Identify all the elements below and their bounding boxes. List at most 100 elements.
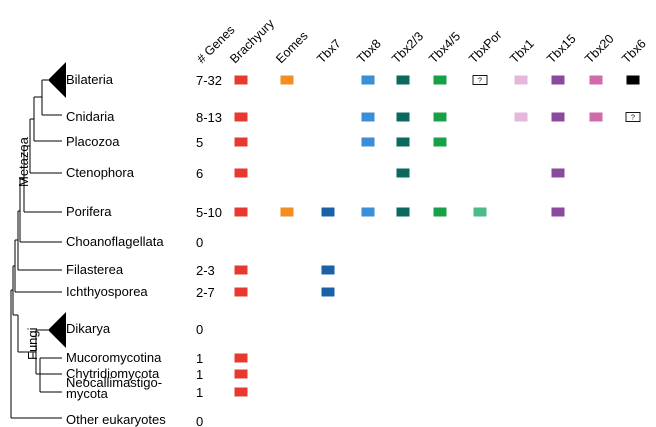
taxon-row: Chytridiomycota 1 xyxy=(66,366,248,382)
taxon-label: Bilateria xyxy=(66,72,114,87)
presence-mark-tbx45 xyxy=(433,75,447,85)
presence-mark-tbx23 xyxy=(396,75,410,85)
taxon-label: Ichthyosporea xyxy=(66,284,148,299)
presence-mark-brachyury xyxy=(234,353,248,363)
taxon-label: Dikarya xyxy=(66,321,111,336)
taxon-row: Ichthyosporea 2-7 xyxy=(66,284,335,300)
taxon-rows: Bilateria 7-32 ? Cnidaria 8-13 ? Placozoa 5 Cten… xyxy=(66,72,641,427)
column-header-tbx7: Tbx7 xyxy=(314,37,344,67)
gene-count: 6 xyxy=(196,166,203,181)
presence-mark-eomes xyxy=(280,207,294,217)
taxon-label: Chytridiomycota xyxy=(66,366,160,381)
presence-mark-brachyury xyxy=(234,137,248,147)
taxon-row: Choanoflagellata 0 xyxy=(66,234,203,250)
gene-count: 5 xyxy=(196,135,203,150)
taxon-label: Cnidaria xyxy=(66,109,115,124)
presence-mark-tbx15 xyxy=(551,168,565,178)
taxon-label: Mucoromycotina xyxy=(66,350,162,365)
column-header-tbx15: Tbx15 xyxy=(544,32,578,66)
taxon-label: Neocallimastigo-mycota xyxy=(66,375,162,401)
column-header-eomes: Eomes xyxy=(273,29,310,66)
metazoa-group-label: Metazoa xyxy=(16,136,31,187)
presence-mark-tbx1 xyxy=(514,112,528,122)
presence-mark-brachyury xyxy=(234,387,248,397)
gene-count: 7-32 xyxy=(196,73,222,88)
gene-count: 1 xyxy=(196,385,203,400)
presence-mark-tbxpor xyxy=(473,207,487,217)
presence-mark-tbx15 xyxy=(551,112,565,122)
presence-mark-tbx15 xyxy=(551,207,565,217)
presence-mark-brachyury xyxy=(234,112,248,122)
presence-mark-brachyury xyxy=(234,265,248,275)
presence-mark-tbx23 xyxy=(396,207,410,217)
presence-mark-tbx23 xyxy=(396,112,410,122)
presence-mark-tbx8 xyxy=(361,112,375,122)
taxon-row: Porifera 5-10 xyxy=(66,204,565,220)
gene-count: 5-10 xyxy=(196,205,222,220)
presence-mark-tbx8 xyxy=(361,207,375,217)
column-header-tbx20: Tbx20 xyxy=(582,32,616,66)
taxon-row: Dikarya 0 xyxy=(66,321,203,337)
taxon-row: Bilateria 7-32? xyxy=(66,72,640,88)
taxon-row: Cnidaria 8-13? xyxy=(66,109,641,125)
uncertain-mark-tbxpor xyxy=(472,75,488,85)
taxon-label: Placozoa xyxy=(66,134,120,149)
presence-mark-tbx15 xyxy=(551,75,565,85)
column-header-tbx23: Tbx2/3 xyxy=(389,29,426,66)
gene-count: 1 xyxy=(196,351,203,366)
presence-mark-tbx23 xyxy=(396,137,410,147)
presence-mark-brachyury xyxy=(234,75,248,85)
presence-mark-tbx6 xyxy=(626,75,640,85)
uncertain-question-mark: ? xyxy=(478,78,482,85)
taxon-row: Filasterea 2-3 xyxy=(66,262,335,278)
column-header-tbxpor: TbxPor xyxy=(466,28,504,66)
taxon-row: Other eukaryotes 0 xyxy=(66,412,203,427)
fungi-group-label: Fungi xyxy=(25,327,40,360)
presence-mark-tbx23 xyxy=(396,168,410,178)
collapsed-clade-triangle xyxy=(48,312,66,348)
presence-mark-tbx1 xyxy=(514,75,528,85)
phylogenetic-tree xyxy=(10,62,66,419)
uncertain-mark-tbx6 xyxy=(625,112,641,122)
gene-count: 0 xyxy=(196,322,203,337)
taxon-label: Filasterea xyxy=(66,262,124,277)
column-header-tbx6: Tbx6 xyxy=(619,37,649,67)
taxon-label: Choanoflagellata xyxy=(66,234,164,249)
presence-mark-brachyury xyxy=(234,287,248,297)
collapsed-clade-triangle xyxy=(48,62,66,98)
taxon-row: Neocallimastigo-mycota 1 xyxy=(66,375,248,401)
uncertain-question-mark: ? xyxy=(631,115,635,122)
taxon-row: Ctenophora 6 xyxy=(66,165,565,181)
gene-count: 8-13 xyxy=(196,110,222,125)
presence-mark-tbx7 xyxy=(321,265,335,275)
presence-mark-tbx7 xyxy=(321,287,335,297)
gene-count: 2-7 xyxy=(196,285,215,300)
presence-mark-tbx7 xyxy=(321,207,335,217)
presence-mark-brachyury xyxy=(234,207,248,217)
presence-mark-eomes xyxy=(280,75,294,85)
taxon-label: Other eukaryotes xyxy=(66,412,166,427)
taxon-label: Porifera xyxy=(66,204,112,219)
presence-mark-tbx45 xyxy=(433,207,447,217)
presence-mark-tbx45 xyxy=(433,137,447,147)
taxon-label: Ctenophora xyxy=(66,165,135,180)
column-header-tbx1: Tbx1 xyxy=(507,37,537,67)
gene-count: 0 xyxy=(196,235,203,250)
gene-count: 0 xyxy=(196,414,203,427)
gene-count: 1 xyxy=(196,367,203,382)
taxon-row: Mucoromycotina 1 xyxy=(66,350,248,366)
column-header-tbx8: Tbx8 xyxy=(354,37,384,67)
presence-mark-tbx20 xyxy=(589,112,603,122)
taxon-row: Placozoa 5 xyxy=(66,134,447,150)
presence-mark-tbx8 xyxy=(361,75,375,85)
presence-mark-tbx20 xyxy=(589,75,603,85)
column-header-tbx45: Tbx4/5 xyxy=(426,29,463,66)
presence-mark-brachyury xyxy=(234,168,248,178)
presence-mark-tbx8 xyxy=(361,137,375,147)
presence-mark-tbx45 xyxy=(433,112,447,122)
presence-mark-brachyury xyxy=(234,369,248,379)
column-header-brachyury: Brachyury xyxy=(227,16,277,66)
gene-count: 2-3 xyxy=(196,263,215,278)
